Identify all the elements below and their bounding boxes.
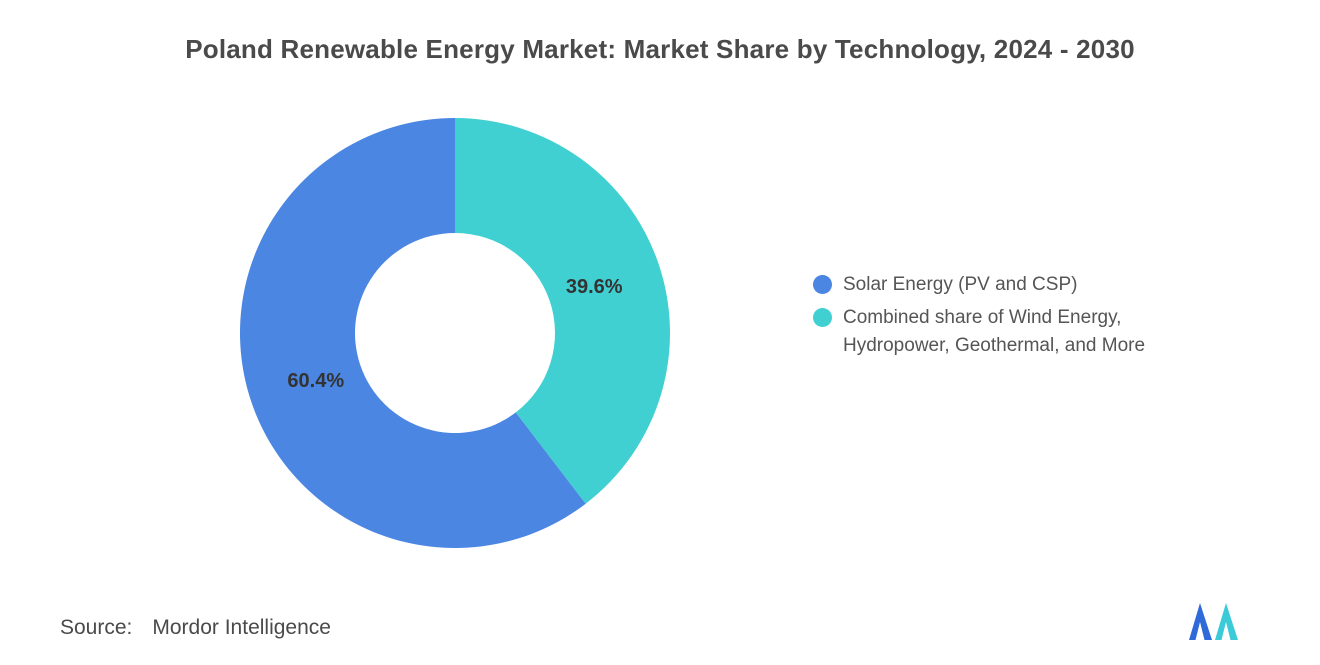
legend-label-combined: Combined share of Wind Energy, Hydropowe… — [843, 307, 1146, 356]
legend-dot-solar-icon — [813, 275, 832, 294]
slice-value-label-0: 60.4% — [287, 370, 344, 392]
mordor-intelligence-logo-icon — [1189, 603, 1238, 640]
source-line: Source: Mordor Intelligence — [60, 616, 331, 640]
legend-dot-combined-icon — [813, 308, 832, 327]
logo-left-peak — [1189, 603, 1212, 640]
legend-item-combined[interactable]: Combined share of Wind Energy, Hydropowe… — [813, 304, 1188, 360]
source-label: Source: — [60, 616, 133, 639]
donut-chart-area: 60.4% 39.6% — [225, 103, 685, 563]
donut-slice-1[interactable] — [455, 118, 670, 504]
slice-value-label-1: 39.6% — [566, 276, 623, 298]
legend-item-solar[interactable]: Solar Energy (PV and CSP) — [813, 271, 1188, 299]
source-value: Mordor Intelligence — [152, 616, 331, 639]
chart-legend: Solar Energy (PV and CSP) Combined share… — [813, 271, 1188, 360]
legend-label-solar: Solar Energy (PV and CSP) — [843, 274, 1078, 295]
chart-title: Poland Renewable Energy Market: Market S… — [185, 34, 1135, 64]
donut-chart: 60.4% 39.6% — [239, 118, 670, 549]
donut-slice-0[interactable] — [239, 118, 586, 549]
logo-right-peak — [1215, 603, 1238, 640]
